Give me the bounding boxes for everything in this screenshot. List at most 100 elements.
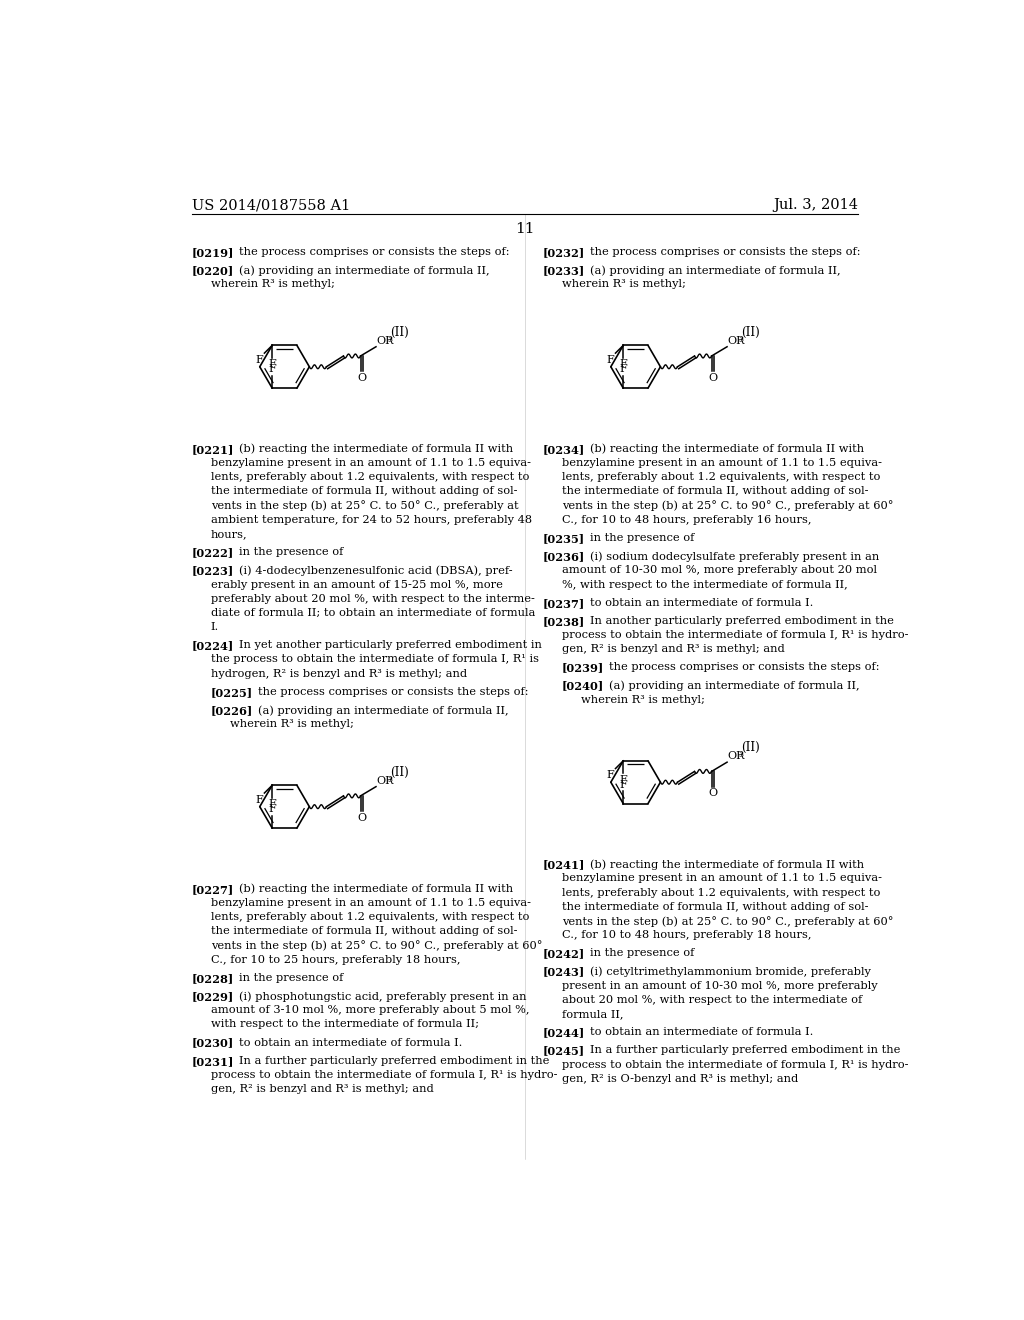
Text: wherein R³ is methyl;: wherein R³ is methyl;	[582, 694, 706, 705]
Text: lents, preferably about 1.2 equivalents, with respect to: lents, preferably about 1.2 equivalents,…	[562, 473, 881, 482]
Text: diate of formula II; to obtain an intermediate of formula: diate of formula II; to obtain an interm…	[211, 609, 536, 618]
Text: C., for 10 to 48 hours, preferably 18 hours,: C., for 10 to 48 hours, preferably 18 ho…	[562, 931, 811, 940]
Text: O: O	[357, 374, 367, 383]
Text: In yet another particularly preferred embodiment in: In yet another particularly preferred em…	[239, 640, 542, 651]
Text: [0219]: [0219]	[191, 247, 233, 257]
Text: the intermediate of formula II, without adding of sol-: the intermediate of formula II, without …	[562, 902, 868, 912]
Text: benzylamine present in an amount of 1.1 to 1.5 equiva-: benzylamine present in an amount of 1.1 …	[211, 458, 530, 469]
Text: the intermediate of formula II, without adding of sol-: the intermediate of formula II, without …	[211, 927, 517, 936]
Text: (II): (II)	[390, 766, 409, 779]
Text: [0224]: [0224]	[191, 640, 233, 651]
Text: (a) providing an intermediate of formula II,: (a) providing an intermediate of formula…	[609, 681, 860, 692]
Text: US 2014/0187558 A1: US 2014/0187558 A1	[191, 198, 350, 213]
Text: the process comprises or consists the steps of:: the process comprises or consists the st…	[239, 247, 509, 257]
Text: the intermediate of formula II, without adding of sol-: the intermediate of formula II, without …	[562, 486, 868, 496]
Text: about 20 mol %, with respect to the intermediate of: about 20 mol %, with respect to the inte…	[562, 995, 862, 1005]
Text: gen, R² is O-benzyl and R³ is methyl; and: gen, R² is O-benzyl and R³ is methyl; an…	[562, 1074, 799, 1084]
Text: gen, R² is benzyl and R³ is methyl; and: gen, R² is benzyl and R³ is methyl; and	[211, 1084, 434, 1094]
Text: (i) cetyltrimethylammonium bromide, preferably: (i) cetyltrimethylammonium bromide, pref…	[590, 966, 870, 977]
Text: the process to obtain the intermediate of formula I, R¹ is: the process to obtain the intermediate o…	[211, 655, 539, 664]
Text: [0242]: [0242]	[543, 948, 585, 960]
Text: gen, R² is benzyl and R³ is methyl; and: gen, R² is benzyl and R³ is methyl; and	[562, 644, 784, 655]
Text: wherein R³ is methyl;: wherein R³ is methyl;	[562, 280, 686, 289]
Text: benzylamine present in an amount of 1.1 to 1.5 equiva-: benzylamine present in an amount of 1.1 …	[562, 458, 882, 469]
Text: 3: 3	[388, 776, 392, 784]
Text: lents, preferably about 1.2 equivalents, with respect to: lents, preferably about 1.2 equivalents,…	[211, 473, 529, 482]
Text: vents in the step (b) at 25° C. to 50° C., preferably at: vents in the step (b) at 25° C. to 50° C…	[211, 500, 518, 511]
Text: [0237]: [0237]	[543, 598, 585, 609]
Text: process to obtain the intermediate of formula I, R¹ is hydro-: process to obtain the intermediate of fo…	[562, 630, 908, 640]
Text: hydrogen, R² is benzyl and R³ is methyl; and: hydrogen, R² is benzyl and R³ is methyl;…	[211, 669, 467, 678]
Text: F: F	[268, 799, 276, 809]
Text: hours,: hours,	[211, 529, 248, 539]
Text: [0244]: [0244]	[543, 1027, 585, 1039]
Text: lents, preferably about 1.2 equivalents, with respect to: lents, preferably about 1.2 equivalents,…	[562, 887, 881, 898]
Text: (i) 4-dodecylbenzenesulfonic acid (DBSA), pref-: (i) 4-dodecylbenzenesulfonic acid (DBSA)…	[239, 565, 513, 576]
Text: [0226]: [0226]	[211, 705, 253, 715]
Text: benzylamine present in an amount of 1.1 to 1.5 equiva-: benzylamine present in an amount of 1.1 …	[211, 898, 530, 908]
Text: F: F	[268, 364, 276, 375]
Text: [0222]: [0222]	[191, 548, 233, 558]
Text: O: O	[357, 813, 367, 822]
Text: amount of 3-10 mol %, more preferably about 5 mol %,: amount of 3-10 mol %, more preferably ab…	[211, 1006, 529, 1015]
Text: 3: 3	[738, 335, 743, 343]
Text: [0231]: [0231]	[191, 1056, 233, 1067]
Text: (a) providing an intermediate of formula II,: (a) providing an intermediate of formula…	[258, 705, 509, 715]
Text: C., for 10 to 25 hours, preferably 18 hours,: C., for 10 to 25 hours, preferably 18 ho…	[211, 954, 461, 965]
Text: F: F	[620, 359, 627, 370]
Text: [0235]: [0235]	[543, 533, 585, 544]
Text: the process comprises or consists the steps of:: the process comprises or consists the st…	[258, 686, 528, 697]
Text: [0227]: [0227]	[191, 883, 233, 895]
Text: 3: 3	[388, 335, 392, 343]
Text: [0243]: [0243]	[543, 966, 585, 978]
Text: (II): (II)	[390, 326, 409, 339]
Text: 3: 3	[738, 751, 743, 759]
Text: formula II,: formula II,	[562, 1010, 624, 1019]
Text: benzylamine present in an amount of 1.1 to 1.5 equiva-: benzylamine present in an amount of 1.1 …	[562, 874, 882, 883]
Text: (b) reacting the intermediate of formula II with: (b) reacting the intermediate of formula…	[239, 444, 513, 454]
Text: [0241]: [0241]	[543, 859, 585, 870]
Text: F: F	[606, 770, 614, 780]
Text: vents in the step (b) at 25° C. to 90° C., preferably at 60°: vents in the step (b) at 25° C. to 90° C…	[562, 916, 894, 927]
Text: amount of 10-30 mol %, more preferably about 20 mol: amount of 10-30 mol %, more preferably a…	[562, 565, 877, 576]
Text: [0223]: [0223]	[191, 565, 233, 577]
Text: F: F	[268, 804, 276, 814]
Text: In a further particularly preferred embodiment in the: In a further particularly preferred embo…	[239, 1056, 549, 1065]
Text: [0245]: [0245]	[543, 1045, 585, 1056]
Text: (i) phosphotungstic acid, preferably present in an: (i) phosphotungstic acid, preferably pre…	[239, 991, 526, 1002]
Text: to obtain an intermediate of formula I.: to obtain an intermediate of formula I.	[590, 598, 813, 607]
Text: in the presence of: in the presence of	[239, 548, 343, 557]
Text: (a) providing an intermediate of formula II,: (a) providing an intermediate of formula…	[590, 265, 841, 276]
Text: (b) reacting the intermediate of formula II with: (b) reacting the intermediate of formula…	[590, 859, 864, 870]
Text: [0225]: [0225]	[211, 686, 253, 698]
Text: in the presence of: in the presence of	[590, 948, 694, 958]
Text: (II): (II)	[741, 741, 760, 754]
Text: [0232]: [0232]	[543, 247, 585, 257]
Text: (i) sodium dodecylsulfate preferably present in an: (i) sodium dodecylsulfate preferably pre…	[590, 552, 880, 562]
Text: (II): (II)	[741, 326, 760, 339]
Text: wherein R³ is methyl;: wherein R³ is methyl;	[211, 280, 335, 289]
Text: F: F	[255, 795, 263, 805]
Text: In another particularly preferred embodiment in the: In another particularly preferred embodi…	[590, 616, 894, 626]
Text: [0220]: [0220]	[191, 265, 233, 276]
Text: erably present in an amount of 15-25 mol %, more: erably present in an amount of 15-25 mol…	[211, 579, 503, 590]
Text: [0228]: [0228]	[191, 973, 233, 983]
Text: [0233]: [0233]	[543, 265, 585, 276]
Text: O: O	[709, 788, 717, 799]
Text: 11: 11	[515, 222, 535, 235]
Text: [0238]: [0238]	[543, 616, 585, 627]
Text: F: F	[620, 364, 627, 375]
Text: F: F	[255, 355, 263, 364]
Text: wherein R³ is methyl;: wherein R³ is methyl;	[230, 719, 354, 729]
Text: the process comprises or consists the steps of:: the process comprises or consists the st…	[590, 247, 860, 257]
Text: [0236]: [0236]	[543, 552, 585, 562]
Text: process to obtain the intermediate of formula I, R¹ is hydro-: process to obtain the intermediate of fo…	[211, 1071, 557, 1080]
Text: (a) providing an intermediate of formula II,: (a) providing an intermediate of formula…	[239, 265, 489, 276]
Text: process to obtain the intermediate of formula I, R¹ is hydro-: process to obtain the intermediate of fo…	[562, 1060, 908, 1069]
Text: F: F	[268, 359, 276, 370]
Text: Jul. 3, 2014: Jul. 3, 2014	[773, 198, 858, 213]
Text: F: F	[606, 355, 614, 364]
Text: (b) reacting the intermediate of formula II with: (b) reacting the intermediate of formula…	[239, 883, 513, 894]
Text: O: O	[709, 374, 717, 383]
Text: In a further particularly preferred embodiment in the: In a further particularly preferred embo…	[590, 1045, 900, 1056]
